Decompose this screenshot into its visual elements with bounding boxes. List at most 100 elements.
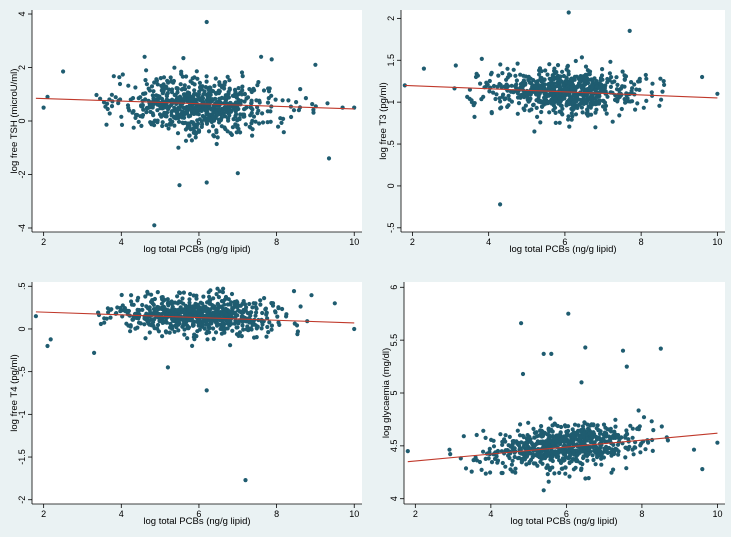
data-point xyxy=(253,313,258,318)
x-tick-label: 10 xyxy=(349,509,359,519)
data-point xyxy=(515,111,520,116)
data-point xyxy=(566,311,571,316)
data-point xyxy=(236,321,241,326)
data-point xyxy=(557,96,563,101)
data-point xyxy=(509,83,514,88)
data-point xyxy=(528,451,533,456)
data-point xyxy=(152,326,157,331)
data-point xyxy=(181,290,186,295)
data-point xyxy=(620,348,626,353)
data-point xyxy=(211,336,216,341)
data-point xyxy=(211,326,216,331)
data-point xyxy=(241,319,246,324)
data-point xyxy=(623,435,628,440)
data-point xyxy=(152,307,157,312)
y-tick-label: 4 xyxy=(389,496,399,501)
data-point xyxy=(585,426,591,431)
data-point xyxy=(487,89,492,94)
data-point xyxy=(622,84,627,89)
data-point xyxy=(165,91,170,96)
data-point xyxy=(527,108,532,113)
data-point xyxy=(163,114,168,119)
data-point xyxy=(275,314,280,319)
data-point xyxy=(352,326,357,332)
data-point xyxy=(181,96,186,101)
data-point xyxy=(585,458,590,463)
data-point xyxy=(503,464,508,469)
data-point xyxy=(311,110,316,115)
data-point xyxy=(611,467,616,472)
data-point xyxy=(614,87,620,92)
data-point xyxy=(665,438,671,443)
data-point xyxy=(230,328,235,333)
data-point xyxy=(574,457,580,463)
data-point xyxy=(202,117,207,122)
data-point xyxy=(166,80,171,85)
data-point xyxy=(512,450,517,455)
data-point xyxy=(177,290,183,296)
data-point xyxy=(569,96,574,101)
data-point xyxy=(120,303,125,308)
data-point xyxy=(587,431,592,436)
data-point xyxy=(597,448,602,453)
data-point xyxy=(512,454,517,460)
data-point xyxy=(555,63,561,68)
data-point xyxy=(222,302,227,307)
data-point xyxy=(532,435,537,440)
data-point xyxy=(563,93,568,98)
data-point xyxy=(569,111,574,116)
data-point xyxy=(150,111,155,116)
data-point xyxy=(173,116,179,121)
data-point xyxy=(563,471,568,476)
data-point xyxy=(498,106,503,111)
data-point xyxy=(279,120,284,125)
data-point xyxy=(660,89,665,94)
data-point xyxy=(164,330,169,335)
data-point xyxy=(117,75,122,80)
x-ticks: 2 4 6 8 10 xyxy=(41,504,359,519)
data-point xyxy=(170,101,175,106)
data-point xyxy=(700,74,705,80)
data-point xyxy=(185,336,190,341)
data-point xyxy=(295,329,300,334)
data-point xyxy=(196,105,201,110)
data-point xyxy=(257,121,262,126)
data-point xyxy=(610,80,615,85)
data-point xyxy=(126,83,131,88)
data-point xyxy=(570,447,575,452)
data-point xyxy=(223,306,228,312)
data-point xyxy=(493,96,498,102)
data-point xyxy=(198,86,203,91)
data-point xyxy=(614,75,619,80)
data-point xyxy=(505,104,510,109)
data-point xyxy=(210,124,216,129)
data-point xyxy=(280,306,285,312)
data-point xyxy=(267,320,272,325)
data-point xyxy=(183,312,189,317)
data-point xyxy=(491,90,496,95)
data-point xyxy=(157,319,162,324)
data-point xyxy=(233,312,238,317)
data-point xyxy=(523,103,529,108)
data-point xyxy=(249,106,254,111)
data-point xyxy=(211,118,217,123)
data-point xyxy=(539,104,545,109)
data-point xyxy=(608,84,614,89)
y-tick-label: 0 xyxy=(17,118,27,123)
data-point xyxy=(192,88,197,93)
data-point xyxy=(277,322,282,327)
data-point xyxy=(143,91,148,96)
data-point xyxy=(260,310,265,316)
data-point xyxy=(143,336,148,341)
data-point xyxy=(603,425,608,430)
data-point xyxy=(643,447,648,452)
data-point xyxy=(171,317,176,322)
data-point xyxy=(149,323,154,328)
data-point xyxy=(546,450,552,455)
data-point xyxy=(629,80,634,85)
data-point xyxy=(541,488,546,493)
data-point xyxy=(563,79,568,84)
data-point xyxy=(294,323,300,328)
data-point xyxy=(516,101,522,106)
